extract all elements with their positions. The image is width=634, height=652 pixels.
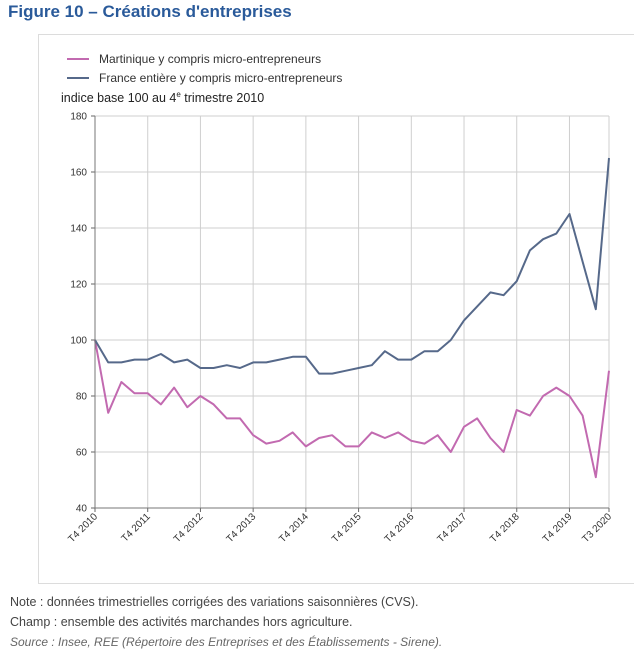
chart-container: Martinique y compris micro-entrepreneurs… <box>38 34 634 584</box>
line-chart: Martinique y compris micro-entrepreneurs… <box>61 52 614 545</box>
x-tick-label: T4 2012 <box>172 511 206 545</box>
notes: Note : données trimestrielles corrigées … <box>10 592 442 652</box>
note-text: Note : données trimestrielles corrigées … <box>10 595 419 609</box>
legend-label-france: France entière y compris micro-entrepren… <box>99 71 342 85</box>
legend-label-martinique: Martinique y compris micro-entrepreneurs <box>99 52 321 66</box>
y-tick-label: 160 <box>70 168 87 179</box>
x-tick-label: T4 2014 <box>277 511 311 545</box>
series-line-martinique <box>94 339 610 479</box>
gridlines <box>94 115 610 508</box>
y-tick-label: 100 <box>70 336 87 347</box>
figure-title: Figure 10 – Créations d'entreprises <box>8 2 292 21</box>
source-text: Source : Insee, REE (Répertoire des Entr… <box>10 635 443 649</box>
x-tick-label: T4 2010 <box>66 511 100 545</box>
x-tick-label: T4 2015 <box>330 511 364 545</box>
legend: Martinique y compris micro-entrepreneurs… <box>67 52 342 85</box>
x-tick-label: T4 2018 <box>488 511 522 545</box>
x-tick-label: T4 2019 <box>541 511 575 545</box>
x-tick-label: T3 2020 <box>580 511 614 545</box>
y-tick-label: 120 <box>70 280 87 291</box>
series-lines <box>94 157 610 479</box>
x-tick-label: T4 2013 <box>225 511 259 545</box>
plot-frame <box>94 116 609 509</box>
y-axis-label: indice base 100 au 4e trimestre 2010 <box>61 90 264 105</box>
y-tick-label: 40 <box>76 504 88 515</box>
y-tick-label: 180 <box>70 112 87 123</box>
series-line-france <box>94 157 610 375</box>
y-tick-label: 60 <box>76 448 88 459</box>
x-tick-label: T4 2016 <box>383 511 417 545</box>
y-tick-label: 80 <box>76 392 88 403</box>
x-tick-label: T4 2017 <box>435 511 469 545</box>
champ-text: Champ : ensemble des activités marchande… <box>10 615 353 629</box>
y-axis-ticks: 40 60 80 100 120 140 160 180 <box>70 112 95 515</box>
x-axis-ticks: T4 2010 T4 2011 T4 2012 T4 2013 T4 2014 T4 20… <box>66 508 614 545</box>
y-tick-label: 140 <box>70 224 87 235</box>
x-tick-label: T4 2011 <box>120 511 154 545</box>
